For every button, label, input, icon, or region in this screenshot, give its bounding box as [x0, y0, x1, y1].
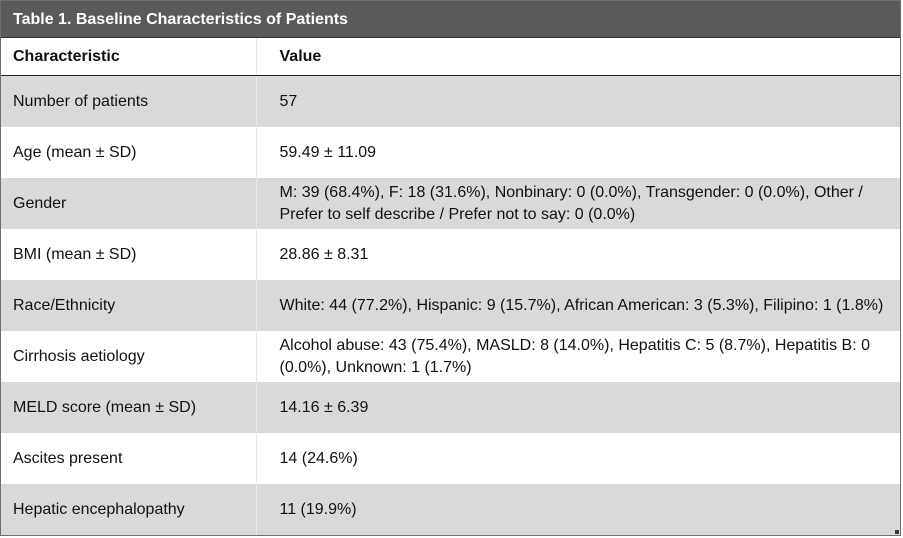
table-resize-handle[interactable]: [895, 530, 899, 534]
cell-value: 11 (19.9%): [255, 484, 900, 535]
column-header-value: Value: [255, 38, 900, 76]
table-row: MELD score (mean ± SD) 14.16 ± 6.39: [1, 382, 900, 433]
header-row: Characteristic Value: [1, 38, 900, 76]
table-row: Race/Ethnicity White: 44 (77.2%), Hispan…: [1, 280, 900, 331]
cell-characteristic: Race/Ethnicity: [1, 280, 256, 331]
cell-characteristic: Cirrhosis aetiology: [1, 331, 256, 382]
column-header-characteristic: Characteristic: [1, 38, 256, 76]
cell-characteristic: Hepatic encephalopathy: [1, 484, 256, 535]
cell-value: White: 44 (77.2%), Hispanic: 9 (15.7%), …: [255, 280, 900, 331]
cell-value: 14.16 ± 6.39: [255, 382, 900, 433]
table-row: Cirrhosis aetiology Alcohol abuse: 43 (7…: [1, 331, 900, 382]
cell-value: 28.86 ± 8.31: [255, 229, 900, 280]
table-row: BMI (mean ± SD) 28.86 ± 8.31: [1, 229, 900, 280]
table-row: Hepatic encephalopathy 11 (19.9%): [1, 484, 900, 535]
cell-value: 59.49 ± 11.09: [255, 127, 900, 178]
table-title: Table 1. Baseline Characteristics of Pat…: [1, 1, 900, 38]
cell-characteristic: BMI (mean ± SD): [1, 229, 256, 280]
cell-characteristic: Number of patients: [1, 75, 256, 127]
cell-characteristic: Gender: [1, 178, 256, 229]
data-grid: Characteristic Value Number of patients …: [1, 38, 900, 535]
table-row: Gender M: 39 (68.4%), F: 18 (31.6%), Non…: [1, 178, 900, 229]
table-row: Age (mean ± SD) 59.49 ± 11.09: [1, 127, 900, 178]
cell-characteristic: MELD score (mean ± SD): [1, 382, 256, 433]
table-row: Number of patients 57: [1, 75, 900, 127]
cell-characteristic: Age (mean ± SD): [1, 127, 256, 178]
cell-value: 14 (24.6%): [255, 433, 900, 484]
cell-value: Alcohol abuse: 43 (75.4%), MASLD: 8 (14.…: [255, 331, 900, 382]
cell-value: M: 39 (68.4%), F: 18 (31.6%), Nonbinary:…: [255, 178, 900, 229]
cell-characteristic: Ascites present: [1, 433, 256, 484]
table-row: Ascites present 14 (24.6%): [1, 433, 900, 484]
cell-value: 57: [255, 75, 900, 127]
